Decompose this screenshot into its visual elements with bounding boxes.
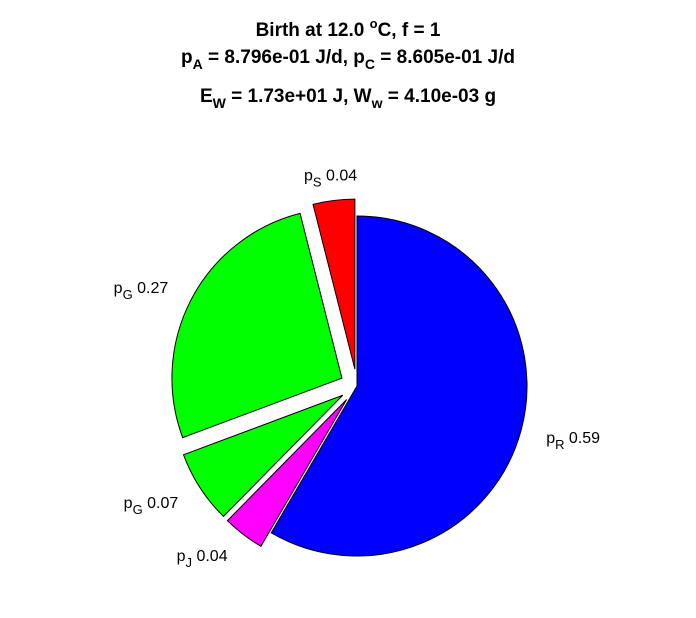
pie-slice-label-4: pS 0.04 — [304, 168, 357, 190]
pie-slice-0 — [270, 215, 528, 557]
pie-slice-2 — [182, 394, 344, 518]
chart-title-line-3: EW = 1.73e+01 J, Ww = 4.10e-03 g — [199, 86, 497, 111]
pie-slice-label-1: pJ 0.04 — [177, 548, 228, 570]
chart-title-line-1: Birth at 12.0 oC, f = 1 — [255, 16, 441, 41]
pie-slice-label-2: pG 0.07 — [124, 495, 179, 517]
pie-slice-label-0: pR 0.59 — [546, 430, 600, 452]
pie-slice-4 — [312, 198, 356, 370]
pie-slice-3 — [171, 212, 343, 439]
pie-slice-label-3: pG 0.27 — [114, 280, 169, 302]
chart-title-line-2: pA = 8.796e-01 J/d, pC = 8.605e-01 J/d — [181, 47, 515, 72]
pie-slice-1 — [226, 399, 348, 547]
